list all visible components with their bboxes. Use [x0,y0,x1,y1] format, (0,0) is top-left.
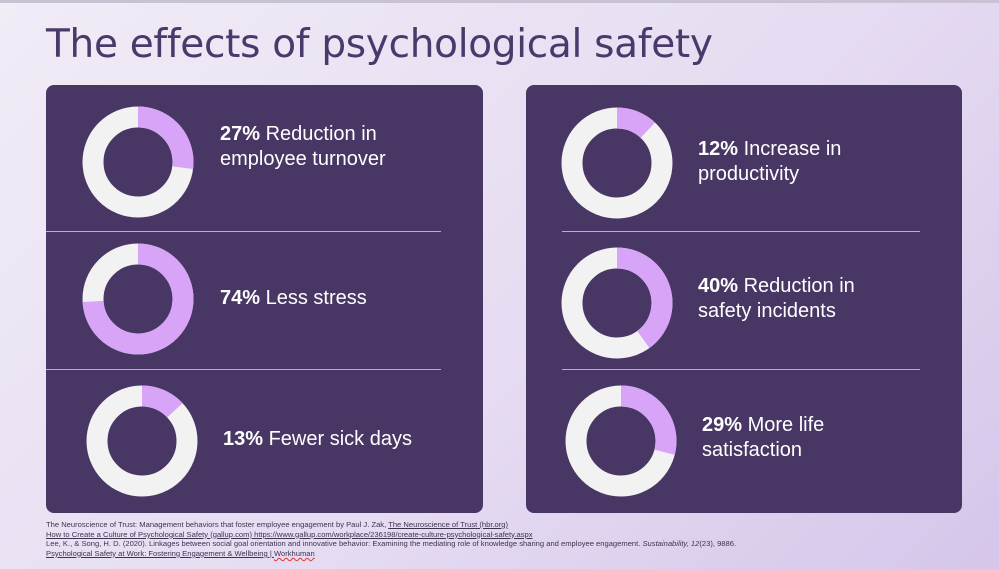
stat-card-turnover: 27% 27% Reduction in employee turnover [46,85,483,225]
stat-card-stress: 74% 74% Less stress [46,231,483,371]
donut-value-arc [561,247,673,359]
references: The Neuroscience of Trust: Management be… [46,520,946,558]
stat-text: Less stress [260,287,367,309]
stat-card-life-satisfaction: 29% 29% More life satisfaction [526,369,962,509]
donut-center-label: 40% [592,289,642,316]
donut-center-label: 74% [113,285,163,312]
page-title: The effects of psychological safety [46,22,713,67]
donut-center-label: 29% [596,427,646,454]
stat-description: 40% Reduction in safety incidents [698,274,888,324]
reference-link-gallup[interactable]: How to Create a Culture of Psychological… [46,529,252,539]
stat-highlight: 74% [220,287,261,309]
divider-line [46,369,441,370]
stat-description: 74% Less stress [220,286,440,311]
donut-center-label: 13% [117,427,167,454]
stat-text: Reduction in employee turnover [220,123,386,170]
reference-link-workhuman[interactable]: Psychological Safety at Work: Fostering … [46,548,274,558]
reference-link-hbr[interactable]: The Neuroscience of Trust (hbr.org) [388,520,509,529]
donut-value-arc [561,107,673,219]
reference-issue: (23), 9886. [699,539,737,549]
stat-text: Increase in productivity [698,138,842,185]
stat-card-productivity: 12% 12% Increase in productivity [526,85,962,225]
stat-card-safety-incidents: 40% 40% Reduction in safety incidents [526,231,962,371]
top-border-line [0,0,999,3]
divider-line [46,231,441,232]
reference-text: Lee, K., & Song, H. D. (2020). Linkages … [46,539,643,549]
reference-url-gallup[interactable]: https://www.gallup.com/workplace/236198/… [251,529,533,539]
donut-center-label: 27% [113,148,163,175]
donut-chart-turnover: 27% [82,106,194,218]
stat-highlight: 12% [698,138,739,160]
stat-description: 13% Fewer sick days [223,427,453,452]
reference-4: Psychological Safety at Work: Fostering … [46,549,946,559]
reference-2: How to Create a Culture of Psychological… [46,530,946,540]
stat-highlight: 13% [223,428,264,450]
left-stats-panel: 27% 27% Reduction in employee turnover 7… [46,85,483,513]
stat-highlight: 40% [698,275,739,297]
reference-3: Lee, K., & Song, H. D. (2020). Linkages … [46,539,946,549]
donut-chart-life-satisfaction: 29% [565,385,677,497]
stat-card-sick-days: 13% 13% Fewer sick days [46,369,483,509]
divider-line [562,231,920,232]
divider-line [562,369,920,370]
donut-chart-productivity: 12% [561,107,673,219]
right-stats-panel: 12% 12% Increase in productivity 40% 40%… [526,85,962,513]
donut-value-arc [565,385,677,497]
reference-1: The Neuroscience of Trust: Management be… [46,520,946,530]
stat-text: Reduction in safety incidents [698,275,855,322]
reference-text: The Neuroscience of Trust: Management be… [46,520,389,529]
stat-text: More life satisfaction [702,414,825,461]
stat-text: Fewer sick days [263,428,412,450]
donut-value-arc [82,106,194,218]
stat-description: 12% Increase in productivity [698,137,898,187]
stat-highlight: 27% [220,123,261,145]
donut-center-label: 12% [592,149,642,176]
stat-highlight: 29% [702,414,743,436]
donut-chart-safety-incidents: 40% [561,247,673,359]
reference-journal: Sustainability, 12 [642,539,700,549]
reference-link-workhuman-brand[interactable]: Workhuman [273,548,315,558]
stat-description: 27% Reduction in employee turnover [220,122,410,172]
donut-value-arc [82,243,194,355]
donut-value-arc [86,385,198,497]
donut-chart-stress: 74% [82,243,194,355]
stat-description: 29% More life satisfaction [702,413,892,463]
donut-chart-sick-days: 13% [86,385,198,497]
